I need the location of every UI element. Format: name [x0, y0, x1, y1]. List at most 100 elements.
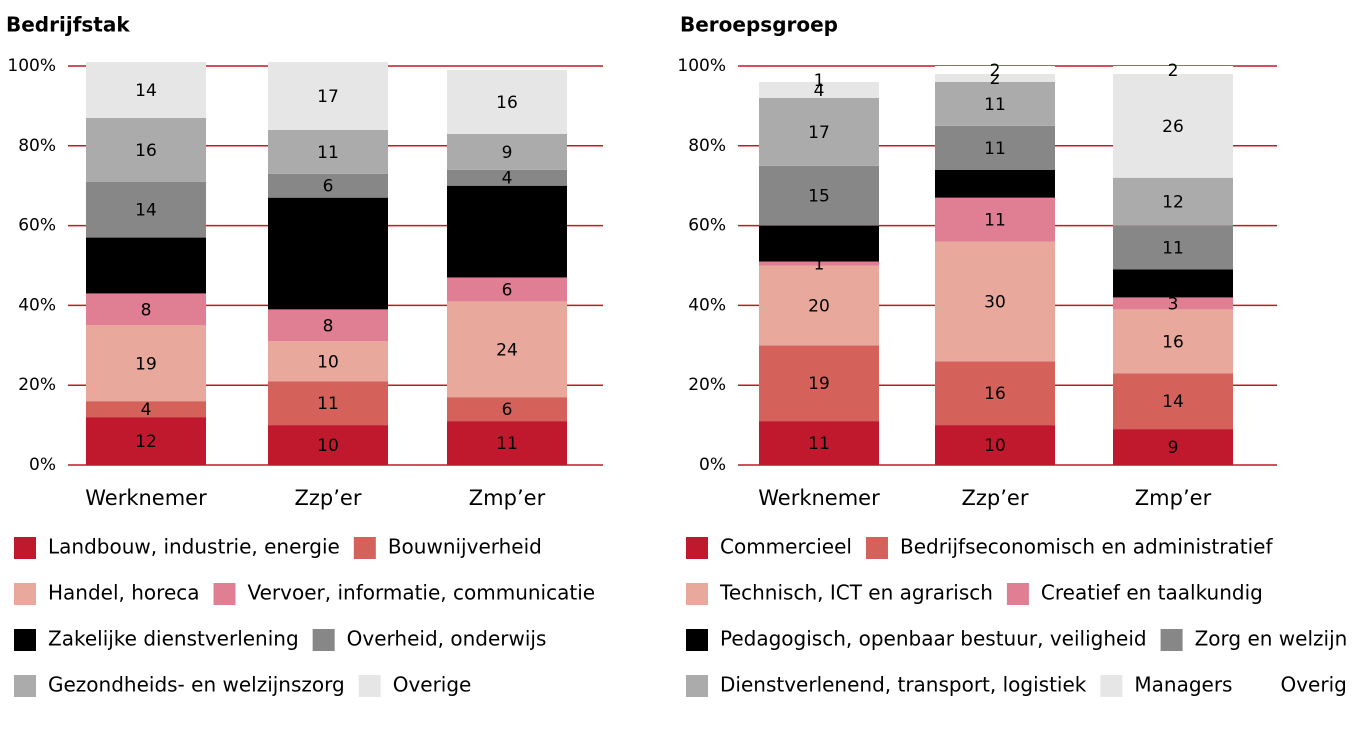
value-label: 8 — [323, 316, 334, 336]
legend-label: Pedagogisch, openbaar bestuur, veilighei… — [720, 627, 1147, 651]
y-tick-label: 20% — [18, 375, 56, 395]
y-tick-label: 40% — [688, 295, 726, 315]
bar-segment — [1113, 297, 1233, 310]
chart-title: Bedrijfstak — [6, 13, 130, 37]
y-tick-label: 0% — [699, 455, 726, 475]
value-label: 1 — [814, 71, 825, 91]
bar-segment — [86, 117, 206, 182]
legend-swatch — [865, 537, 888, 559]
value-label: 16 — [984, 384, 1006, 404]
value-label: 28 — [317, 245, 339, 265]
y-tick-label: 60% — [18, 216, 56, 236]
bar-segment — [759, 77, 879, 82]
value-label: 11 — [984, 211, 1006, 231]
bar-segment — [1113, 66, 1233, 74]
bar-segment — [935, 241, 1055, 362]
value-label: 14 — [135, 257, 157, 277]
legend-swatch — [686, 537, 708, 559]
bar-segment — [935, 425, 1055, 465]
value-label: 17 — [808, 123, 830, 143]
value-label: 16 — [135, 141, 157, 161]
bar-segment — [86, 181, 206, 238]
bar-segment — [759, 165, 879, 226]
bar-segment — [759, 421, 879, 465]
legend-swatch — [353, 537, 376, 559]
value-label: 16 — [496, 93, 518, 113]
value-label: 11 — [984, 95, 1006, 115]
bar-segment — [935, 197, 1055, 242]
x-tick-label: Zzp’er — [295, 486, 362, 510]
bar-segment — [268, 62, 388, 130]
y-tick-label: 60% — [688, 216, 726, 236]
y-tick-label: 0% — [29, 455, 56, 475]
value-label: 11 — [808, 434, 830, 454]
x-tick-label: Werknemer — [758, 486, 880, 510]
bar-segment — [759, 265, 879, 346]
value-label: 20 — [808, 296, 830, 316]
value-label: 2 — [990, 69, 1001, 89]
value-label: 9 — [502, 143, 513, 163]
legend-label: Landbouw, industrie, energie — [48, 535, 340, 559]
legend-label: Bouwnijverheid — [388, 535, 542, 559]
bar-segment — [759, 345, 879, 422]
bar-segment — [268, 129, 388, 174]
legend-label: Creatief en taalkundig — [1041, 581, 1263, 605]
value-label: 11 — [984, 139, 1006, 159]
y-tick-label: 80% — [18, 136, 56, 156]
bar-segment — [447, 277, 567, 302]
bar-segment — [935, 81, 1055, 126]
bar-segment — [268, 173, 388, 198]
x-tick-label: Zmp’er — [1135, 486, 1212, 510]
bar-segment — [1113, 309, 1233, 374]
x-tick-label: Werknemer — [85, 486, 207, 510]
value-label: 19 — [808, 374, 830, 394]
value-label: 11 — [496, 434, 518, 454]
bar-segment — [86, 417, 206, 465]
legend-swatch — [686, 629, 708, 651]
legend-swatch — [14, 675, 36, 697]
value-label: 7 — [990, 175, 1001, 195]
value-label: 10 — [317, 436, 339, 456]
bar-segment — [268, 341, 388, 382]
value-label: 2 — [1168, 61, 1179, 81]
legend-label: Bedrijfseconomisch en administratief — [900, 535, 1273, 559]
value-label: 3 — [1168, 294, 1179, 314]
bar-segment — [1113, 73, 1233, 178]
legend-swatch — [686, 583, 708, 605]
value-label: 6 — [502, 400, 513, 420]
legend-label: Commercieel — [720, 535, 852, 559]
bar-segment — [759, 225, 879, 262]
value-label: 4 — [141, 400, 152, 420]
bar-segment — [268, 425, 388, 465]
bar-segment — [935, 73, 1055, 82]
y-tick-label: 80% — [688, 136, 726, 156]
chart-title: Beroepsgroep — [680, 13, 838, 37]
bar-segment — [268, 197, 388, 310]
legend-label: Handel, horeca — [48, 581, 200, 605]
value-label: 6 — [502, 280, 513, 300]
legend-swatch — [14, 629, 36, 651]
value-label: 10 — [317, 352, 339, 372]
value-label: 23 — [496, 223, 518, 243]
value-label: 11 — [1162, 239, 1184, 259]
bar-segment — [447, 69, 567, 134]
legend-swatch — [686, 675, 708, 697]
value-label: 7 — [1168, 274, 1179, 294]
legend-label: Managers — [1134, 673, 1232, 697]
legend-swatch — [1160, 629, 1183, 651]
y-tick-label: 40% — [18, 295, 56, 315]
value-label: 4 — [814, 81, 825, 101]
x-tick-label: Zzp’er — [962, 486, 1029, 510]
bar-segment — [1113, 373, 1233, 430]
bar-segment — [447, 169, 567, 186]
legend-label: Overig — [1280, 673, 1346, 697]
bar-segment — [447, 397, 567, 422]
bar-segment — [86, 237, 206, 294]
value-label: 30 — [984, 292, 1006, 312]
legend-swatch — [358, 675, 381, 697]
legend-swatch — [1006, 583, 1029, 605]
value-label: 9 — [1168, 438, 1179, 458]
bar-segment — [86, 62, 206, 118]
value-label: 1 — [814, 255, 825, 275]
